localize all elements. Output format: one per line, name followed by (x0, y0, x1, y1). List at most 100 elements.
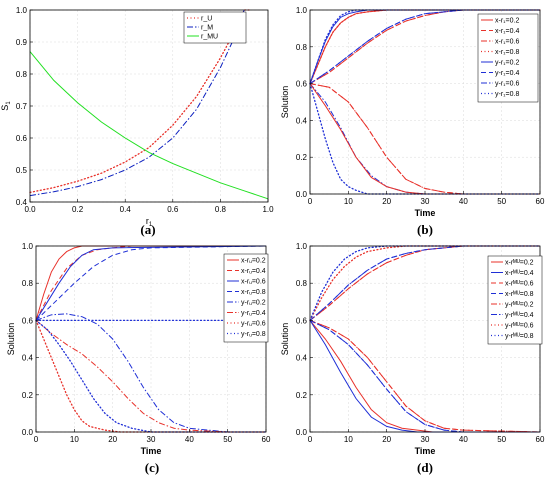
x-tick-label: 20 (382, 435, 391, 444)
y-axis-label: Solution (280, 323, 290, 356)
y-tick-label: 0.0 (296, 190, 308, 199)
legend-box (477, 13, 539, 103)
panel-label: (a) (140, 222, 155, 237)
legend-label: y-rᵤ=0.4 (241, 310, 266, 317)
series-line (29, 51, 269, 200)
legend-label: y-rᴹᵁ=0.8 (505, 333, 534, 340)
panel-a: 0.0 0.2 0.4 0.6 0.8 1.0 0.4 0.5 0.6 0.7 0.8 0.9 1.0 r… (0, 6, 274, 237)
x-tick-label: 0.8 (215, 205, 227, 214)
panel-label: (d) (417, 460, 433, 475)
x-tick-label: 0 (308, 435, 313, 444)
legend-box (183, 11, 247, 44)
y-tick-label: 0.6 (22, 316, 34, 325)
series-line (309, 245, 540, 321)
y-tick-label: 0.4 (296, 116, 308, 125)
legend-label: r_U (201, 16, 212, 23)
legend-label: x-rᴹᵁ=0.6 (505, 281, 534, 288)
y-tick-label: 0.6 (296, 80, 308, 89)
series-line (309, 9, 540, 85)
panel-d: 0 10 20 30 40 50 60 0.0 0.2 0.4 0.6 0.8 1.0 Time Solut… (280, 242, 545, 475)
y-tick-label: 0.7 (16, 102, 28, 111)
y-tick-label: 1.0 (16, 6, 28, 15)
x-tick-label: 40 (459, 435, 468, 444)
y-tick-label: 0.4 (16, 198, 28, 207)
x-tick-label: 50 (497, 435, 506, 444)
series-line (309, 319, 541, 433)
x-tick-label: 20 (108, 435, 117, 444)
x-tick-label: 1.0 (262, 205, 274, 214)
x-tick-label: 0.0 (24, 205, 36, 214)
legend-label: y-r₁=0.4 (495, 70, 519, 77)
legend-label: x-rᴹᵁ=0.4 (505, 270, 534, 277)
legend-label: x-rᴹᵁ=0.2 (505, 260, 534, 267)
x-tick-label: 0 (34, 435, 39, 444)
x-tick-label: 60 (262, 435, 271, 444)
x-axis-label: Time (415, 208, 436, 218)
legend-label: x-rᵤ=0.8 (241, 289, 266, 296)
y-tick-label: 0.5 (16, 166, 28, 175)
y-tick-label: 0.0 (296, 428, 308, 437)
y-axis-label: S1 (0, 101, 12, 111)
x-tick-label: 50 (497, 197, 506, 206)
y-tick-label: 0.2 (22, 391, 34, 400)
series-line (309, 245, 541, 322)
x-tick-label: 0.6 (167, 205, 179, 214)
x-tick-label: 10 (344, 435, 353, 444)
y-tick-label: 0.2 (296, 391, 308, 400)
legend-label: y-rᵤ=0.6 (241, 321, 266, 328)
panel-label: (c) (145, 460, 159, 475)
legend-label: r_M (201, 25, 213, 32)
legend-label: y-rᴹᵁ=0.2 (505, 302, 534, 309)
series-line (35, 319, 267, 433)
legend-label: x-rᵤ=0.4 (241, 268, 266, 275)
y-tick-label: 0.9 (16, 38, 28, 47)
legend-label: y-r₁=0.6 (495, 81, 519, 88)
legend-label: y-r₁=0.2 (495, 60, 519, 67)
x-tick-label: 50 (223, 435, 232, 444)
y-tick-label: 1.0 (296, 242, 308, 251)
legend-label: x-rᵤ=0.2 (241, 258, 266, 265)
x-tick-label: 30 (147, 435, 156, 444)
series-line (309, 83, 540, 195)
x-tick-label: 60 (536, 197, 545, 206)
legend-label: y-rᴹᵁ=0.6 (505, 323, 534, 330)
series-line (35, 245, 267, 321)
legend-label: x-rᴹᵁ=0.8 (505, 291, 534, 298)
x-tick-label: 30 (421, 197, 430, 206)
y-tick-label: 0.6 (296, 316, 308, 325)
x-tick-label: 40 (185, 435, 194, 444)
y-tick-label: 0.8 (16, 70, 28, 79)
legend-label: y-r₁=0.8 (495, 91, 519, 98)
y-tick-label: 0.6 (16, 134, 28, 143)
legend-label: y-rᵤ=0.8 (241, 331, 266, 338)
legend-label: y-rᵤ=0.2 (241, 300, 266, 307)
series-line (35, 319, 267, 433)
y-tick-label: 0.8 (296, 43, 308, 52)
y-tick-label: 0.0 (22, 428, 34, 437)
x-axis-label: Time (415, 446, 436, 456)
legend-label: x-rᵤ=0.6 (241, 279, 266, 286)
x-tick-label: 0 (308, 197, 313, 206)
y-tick-label: 1.0 (22, 242, 34, 251)
series-line (35, 313, 266, 433)
y-tick-label: 0.8 (22, 279, 34, 288)
y-tick-label: 0.2 (296, 153, 308, 162)
x-tick-label: 60 (536, 435, 545, 444)
series-line (309, 245, 540, 321)
legend-label: x-r₁=0.4 (495, 28, 519, 35)
panel-c: 0 10 20 30 40 50 60 0.0 0.2 0.4 0.6 0.8 1.0 Time Solut… (6, 242, 271, 475)
x-tick-label: 10 (70, 435, 79, 444)
legend-label: x-r₁=0.8 (495, 49, 519, 56)
x-tick-label: 40 (459, 197, 468, 206)
y-tick-label: 0.4 (296, 354, 308, 363)
y-tick-label: 1.0 (296, 6, 308, 15)
y-axis-label: Solution (280, 86, 290, 119)
legend-box (223, 253, 269, 343)
x-tick-label: 0.2 (72, 205, 84, 214)
series-line (309, 9, 541, 85)
panel-b: 0 10 20 30 40 50 60 0.0 0.2 0.4 0.6 0.8 1.0 Time Solut… (280, 6, 545, 237)
x-tick-label: 20 (382, 197, 391, 206)
y-tick-label: 0.8 (296, 279, 308, 288)
legend-label: x-r₁=0.6 (495, 39, 519, 46)
